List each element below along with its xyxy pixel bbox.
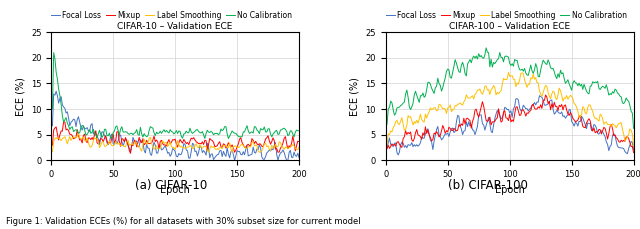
Label Smoothing — [504, 71, 512, 74]
Focal Loss — [620, 147, 628, 150]
Title: CIFAR-10 – Validation ECE: CIFAR-10 – Validation ECE — [117, 22, 233, 31]
Mixup — [398, 146, 406, 149]
Focal Loss — [115, 134, 123, 137]
Label Smoothing — [58, 137, 66, 140]
Mixup — [630, 151, 637, 154]
No Calibration — [383, 123, 391, 126]
Focal Loss — [60, 106, 67, 108]
No Calibration — [483, 46, 490, 49]
No Calibration — [630, 127, 637, 130]
Focal Loss — [276, 152, 284, 154]
No Calibration — [50, 51, 58, 54]
Mixup — [127, 152, 134, 155]
Mixup — [295, 140, 303, 143]
No Calibration — [225, 137, 232, 140]
Label Smoothing — [115, 142, 123, 145]
Line: No Calibration: No Calibration — [52, 53, 299, 139]
Label Smoothing — [49, 150, 56, 153]
Text: Figure 1: Validation ECEs (%) for all datasets with 30% subset size for current : Figure 1: Validation ECEs (%) for all da… — [6, 217, 361, 226]
No Calibration — [393, 107, 401, 109]
No Calibration — [96, 129, 104, 132]
Line: Label Smoothing: Label Smoothing — [387, 72, 634, 146]
No Calibration — [619, 102, 627, 104]
Title: CIFAR-100 – Validation ECE: CIFAR-100 – Validation ECE — [449, 22, 570, 31]
Mixup — [276, 147, 284, 150]
Text: (b) CIFAR-100: (b) CIFAR-100 — [448, 179, 528, 192]
No Calibration — [429, 89, 436, 92]
Mixup — [449, 129, 456, 132]
Mixup — [60, 121, 67, 123]
Focal Loss — [65, 117, 72, 119]
Mixup — [393, 141, 401, 144]
Focal Loss — [611, 134, 619, 137]
Label Smoothing — [383, 143, 391, 146]
Label Smoothing — [398, 116, 406, 119]
Focal Loss — [285, 151, 293, 154]
No Calibration — [276, 129, 284, 131]
No Calibration — [49, 108, 56, 110]
Line: Label Smoothing: Label Smoothing — [52, 134, 299, 153]
Mixup — [285, 144, 293, 147]
No Calibration — [295, 129, 303, 132]
Focal Loss — [231, 159, 239, 162]
No Calibration — [610, 92, 618, 95]
No Calibration — [60, 121, 67, 123]
Label Smoothing — [285, 146, 293, 149]
Label Smoothing — [276, 141, 284, 144]
Mixup — [610, 134, 618, 137]
Y-axis label: ECE (%): ECE (%) — [15, 77, 26, 116]
Focal Loss — [52, 90, 60, 93]
Focal Loss — [399, 142, 407, 144]
Mixup — [96, 139, 104, 142]
X-axis label: Epoch: Epoch — [160, 185, 190, 195]
Y-axis label: ECE (%): ECE (%) — [350, 77, 360, 116]
Mixup — [49, 144, 56, 147]
Focal Loss — [96, 143, 104, 146]
Label Smoothing — [630, 145, 637, 147]
Mixup — [429, 138, 436, 141]
No Calibration — [115, 134, 123, 136]
Focal Loss — [450, 131, 458, 134]
Focal Loss — [49, 124, 56, 127]
Focal Loss — [383, 146, 391, 149]
Label Smoothing — [228, 151, 236, 154]
No Calibration — [65, 124, 72, 127]
Focal Loss — [295, 156, 303, 159]
Line: No Calibration: No Calibration — [387, 48, 634, 128]
Mixup — [542, 94, 550, 96]
No Calibration — [449, 71, 456, 74]
Focal Loss — [394, 154, 402, 156]
Mixup — [383, 147, 391, 150]
Line: Focal Loss: Focal Loss — [387, 96, 634, 155]
Mixup — [115, 141, 123, 143]
Label Smoothing — [96, 146, 104, 149]
Label Smoothing — [429, 108, 436, 110]
Label Smoothing — [63, 142, 71, 145]
Focal Loss — [536, 94, 543, 97]
Line: Mixup: Mixup — [52, 122, 299, 153]
No Calibration — [398, 103, 406, 106]
Text: (a) CIFAR-10: (a) CIFAR-10 — [135, 179, 207, 192]
No Calibration — [285, 133, 293, 136]
Label Smoothing — [295, 146, 303, 149]
Focal Loss — [393, 151, 401, 154]
Focal Loss — [430, 140, 438, 143]
Mixup — [619, 140, 627, 143]
Legend: Focal Loss, Mixup, Label Smoothing, No Calibration: Focal Loss, Mixup, Label Smoothing, No C… — [48, 8, 295, 23]
Label Smoothing — [75, 132, 83, 135]
Label Smoothing — [393, 119, 401, 122]
Legend: Focal Loss, Mixup, Label Smoothing, No Calibration: Focal Loss, Mixup, Label Smoothing, No C… — [383, 8, 630, 23]
Label Smoothing — [619, 128, 627, 131]
Mixup — [65, 129, 72, 132]
Focal Loss — [630, 148, 637, 151]
Label Smoothing — [449, 108, 456, 111]
Label Smoothing — [610, 123, 618, 126]
X-axis label: Epoch: Epoch — [495, 185, 525, 195]
Mixup — [58, 130, 66, 133]
Line: Mixup: Mixup — [387, 95, 634, 153]
Line: Focal Loss: Focal Loss — [52, 91, 299, 160]
